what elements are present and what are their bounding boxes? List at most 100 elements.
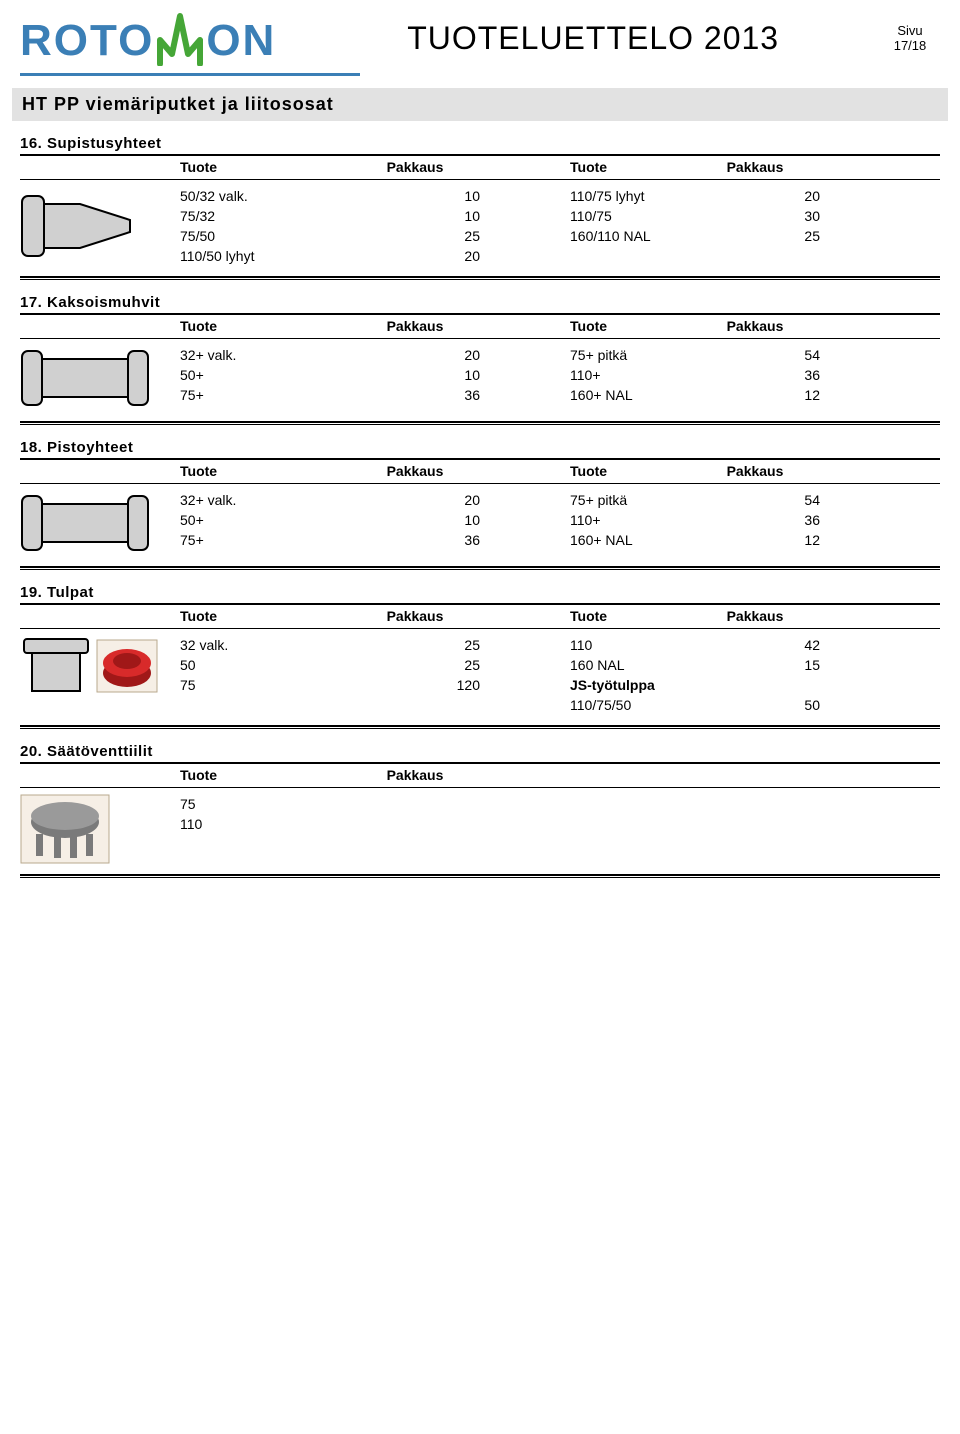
cell-tuote: 75+ (180, 532, 350, 548)
table-row: 75/5025160/110 NAL25 (180, 226, 940, 246)
table-row: 5025160 NAL15 (180, 655, 940, 675)
page-value: 17/18 (880, 38, 940, 53)
cell-pakkaus: 20 (690, 188, 820, 204)
section-title: 16. Supistusyhteet (20, 135, 940, 152)
cell-pakkaus: 25 (350, 657, 480, 673)
cell-pakkaus: 12 (690, 532, 820, 548)
cell-tuote: 110+ (480, 512, 690, 528)
cell-pakkaus: 42 (690, 637, 820, 653)
divider (20, 421, 940, 423)
table-row: 75120JS-työtulppa (180, 675, 940, 695)
section-title: 18. Pistoyhteet (20, 439, 940, 456)
col-tuote: Tuote (480, 318, 690, 334)
cell-tuote: 160/110 NAL (480, 228, 690, 244)
cell-tuote: 110 (180, 816, 350, 832)
valve-icon (20, 794, 170, 864)
col-pakkaus: Pakkaus (690, 608, 820, 624)
cell-tuote: 110+ (480, 367, 690, 383)
cell-tuote: 50/32 valk. (180, 188, 350, 204)
section-19: 19. Tulpat Tuote Pakkaus Tuote Pakkaus (20, 584, 940, 729)
section-16: 16. Supistusyhteet Tuote Pakkaus Tuote P… (20, 135, 940, 280)
col-tuote: Tuote (180, 767, 350, 783)
col-tuote: Tuote (480, 159, 690, 175)
cell-pakkaus: 25 (690, 228, 820, 244)
col-pakkaus: Pakkaus (350, 767, 480, 783)
cell-tuote: JS-työtulppa (480, 677, 690, 693)
table-row: 75+36160+ NAL12 (180, 530, 940, 550)
cell-tuote: 75/50 (180, 228, 350, 244)
col-tuote: Tuote (180, 318, 350, 334)
column-headers: Tuote Pakkaus Tuote Pakkaus (20, 605, 940, 627)
cell-tuote: 110/75/50 (480, 697, 690, 713)
divider (20, 276, 940, 278)
socket-icon (20, 490, 170, 556)
divider (20, 569, 940, 570)
col-tuote: Tuote (180, 608, 350, 624)
col-pakkaus: Pakkaus (350, 318, 480, 334)
page-header: ROTO ON TUOTELUETTELO 2013 Sivu 17/18 (0, 0, 960, 71)
cell-pakkaus: 54 (690, 492, 820, 508)
cell-tuote: 110 (480, 637, 690, 653)
section-18: 18. Pistoyhteet Tuote Pakkaus Tuote Pakk… (20, 439, 940, 570)
table-row: 75+36160+ NAL12 (180, 385, 940, 405)
col-tuote: Tuote (480, 608, 690, 624)
cell-tuote: 32+ valk. (180, 347, 350, 363)
divider (20, 424, 940, 425)
cell-pakkaus: 36 (350, 532, 480, 548)
column-headers: Tuote Pakkaus Tuote Pakkaus (20, 460, 940, 482)
cell-tuote: 75 (180, 677, 350, 693)
table-row: 110 (180, 814, 940, 834)
col-pakkaus: Pakkaus (350, 463, 480, 479)
cell-pakkaus: 15 (690, 657, 820, 673)
cell-tuote: 50+ (180, 367, 350, 383)
logo-text-1: ROTO (20, 16, 154, 66)
table-row: 50/32 valk.10110/75 lyhyt20 (180, 186, 940, 206)
cell-pakkaus: 10 (350, 367, 480, 383)
cell-pakkaus: 25 (350, 637, 480, 653)
col-pakkaus: Pakkaus (350, 608, 480, 624)
cell-pakkaus: 120 (350, 677, 480, 693)
cell-tuote: 50 (180, 657, 350, 673)
cell-tuote: 160+ NAL (480, 532, 690, 548)
table-row: 75 (180, 794, 940, 814)
section-title: 20. Säätöventtiilit (20, 743, 940, 760)
table-row: 32+ valk.2075+ pitkä54 (180, 345, 940, 365)
column-headers: Tuote Pakkaus Tuote Pakkaus (20, 315, 940, 337)
cell-tuote: 32 valk. (180, 637, 350, 653)
logo-text-2: ON (206, 16, 276, 66)
col-pakkaus: Pakkaus (690, 159, 820, 175)
plug-icon (20, 635, 170, 697)
column-headers: Tuote Pakkaus Tuote Pakkaus (20, 156, 940, 178)
cell-pakkaus: 30 (690, 208, 820, 224)
cell-pakkaus: 36 (350, 387, 480, 403)
logo-m-icon (154, 10, 206, 66)
table-row: 110/75/5050 (180, 695, 940, 715)
col-pakkaus: Pakkaus (690, 318, 820, 334)
cell-tuote: 110/75 lyhyt (480, 188, 690, 204)
col-tuote: Tuote (180, 463, 350, 479)
cell-pakkaus: 25 (350, 228, 480, 244)
logo-underline (20, 73, 360, 76)
cell-tuote: 32+ valk. (180, 492, 350, 508)
cell-tuote: 75+ pitkä (480, 347, 690, 363)
section-title: 17. Kaksoismuhvit (20, 294, 940, 311)
reducer-icon (20, 186, 170, 266)
cell-pakkaus: 50 (690, 697, 820, 713)
cell-pakkaus: 10 (350, 208, 480, 224)
table-row: 32 valk.2511042 (180, 635, 940, 655)
col-pakkaus: Pakkaus (350, 159, 480, 175)
col-tuote: Tuote (180, 159, 350, 175)
cell-pakkaus: 36 (690, 512, 820, 528)
table-row: 110/50 lyhyt20 (180, 246, 940, 266)
divider (20, 874, 940, 876)
divider (20, 725, 940, 727)
cell-tuote: 75+ pitkä (480, 492, 690, 508)
logo: ROTO ON (20, 10, 276, 66)
cell-tuote: 75/32 (180, 208, 350, 224)
cell-tuote: 160+ NAL (480, 387, 690, 403)
cell-pakkaus: 12 (690, 387, 820, 403)
cell-pakkaus: 20 (350, 248, 480, 264)
page-number: Sivu 17/18 (880, 23, 940, 53)
column-headers: Tuote Pakkaus (20, 764, 940, 786)
document-title: TUOTELUETTELO 2013 (276, 20, 880, 57)
